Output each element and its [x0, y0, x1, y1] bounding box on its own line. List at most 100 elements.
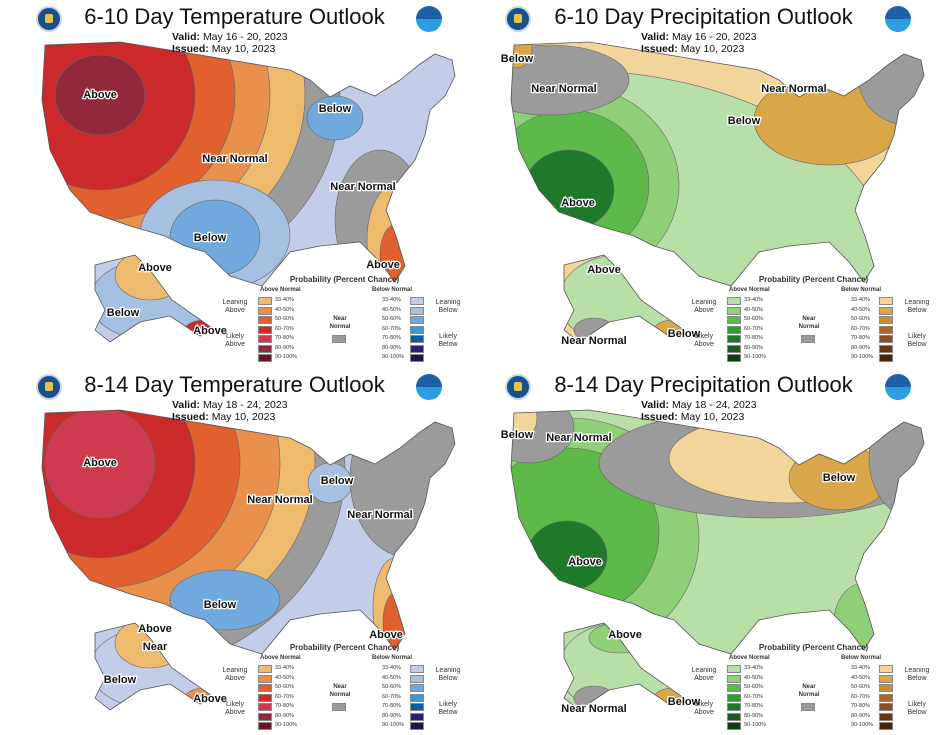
- legend-left-lean: Leaning Above: [222, 299, 248, 314]
- legend-range: 33-40%: [275, 665, 294, 671]
- legend-swatch: [727, 722, 741, 730]
- legend-swatch: [258, 325, 272, 334]
- valid-issued-dates: Valid: May 16 - 20, 2023 Issued: May 10,…: [172, 31, 288, 55]
- legend-range: 90-100%: [275, 354, 298, 360]
- legend-swatch: [258, 722, 272, 730]
- legend-swatch: [410, 325, 424, 334]
- region-label: Below: [501, 53, 534, 65]
- legend: Probability (Percent Chance) Above Norma…: [691, 275, 936, 367]
- legend-range: 70-80%: [744, 335, 763, 341]
- region-label: Below: [823, 472, 856, 484]
- legend-range: 33-40%: [744, 297, 763, 303]
- region-label: Above: [83, 457, 117, 469]
- legend-left-likely: Likely Above: [694, 701, 714, 716]
- noaa-logo: [416, 6, 442, 32]
- noaa-logo: [885, 6, 911, 32]
- legend-swatch: [879, 722, 893, 730]
- legend-range: 40-50%: [851, 674, 870, 681]
- issued-date: May 10, 2023: [211, 43, 276, 55]
- doc-seal-logo: [36, 374, 62, 400]
- region-label: Below: [501, 429, 534, 441]
- region-label: Near: [143, 641, 168, 653]
- valid-label: Valid:: [172, 31, 201, 43]
- legend-range: 33-40%: [382, 665, 401, 671]
- legend-swatch: [258, 665, 272, 673]
- legend-left-lean: Leaning Above: [222, 667, 248, 682]
- region-label: Above: [608, 629, 642, 641]
- legend-range: 70-80%: [275, 335, 294, 341]
- legend-range: 60-70%: [382, 325, 401, 332]
- legend-near-normal: Near Normal: [798, 316, 820, 330]
- region-label: Below: [204, 599, 237, 611]
- legend-range: 60-70%: [275, 325, 294, 332]
- legend-swatch: [879, 306, 893, 315]
- legend-swatch: [727, 297, 741, 305]
- region-label: Near Normal: [561, 335, 626, 347]
- legend-range: 40-50%: [275, 306, 294, 313]
- legend-range: 70-80%: [851, 703, 870, 709]
- legend: Probability (Percent Chance) Above Norma…: [222, 275, 467, 367]
- region-label: Below: [194, 232, 227, 244]
- probability-contour: [169, 569, 281, 631]
- legend-range: 90-100%: [851, 354, 874, 360]
- legend-range: 50-60%: [275, 684, 294, 690]
- legend: Probability (Percent Chance) Above Norma…: [222, 643, 467, 735]
- region-label: Near Normal: [561, 703, 626, 715]
- legend-range: 90-100%: [744, 354, 767, 360]
- region-label: Above: [366, 259, 400, 271]
- legend-range: 50-60%: [744, 684, 763, 690]
- valid-issued-dates: Valid: May 18 - 24, 2023 Issued: May 10,…: [641, 399, 757, 423]
- legend-range: 70-80%: [382, 703, 401, 709]
- legend-swatch: [879, 684, 893, 692]
- legend-range: 60-70%: [382, 693, 401, 700]
- legend-left-header: Above Normal: [729, 655, 770, 661]
- legend-right-header: Below Normal: [372, 287, 413, 293]
- valid-dates: May 16 - 20, 2023: [671, 31, 757, 43]
- region-label: Above: [568, 556, 602, 568]
- region-label: Near Normal: [531, 83, 596, 95]
- legend-swatch: [727, 674, 741, 683]
- legend: Probability (Percent Chance) Above Norma…: [691, 643, 936, 735]
- legend-swatch: [410, 722, 424, 730]
- region-label: Below: [321, 475, 354, 487]
- outlook-map: Above Near Normal Below Near Normal Below Abo…: [41, 41, 456, 343]
- legend-left-header: Above Normal: [260, 655, 301, 661]
- legend-range: 40-50%: [744, 674, 763, 681]
- legend-left-lean: Leaning Above: [691, 667, 717, 682]
- legend-swatch: [727, 703, 741, 711]
- valid-dates: May 16 - 20, 2023: [202, 31, 288, 43]
- outlook-map: Above Near Normal Below Near Normal Below Abo…: [41, 409, 456, 711]
- region-label: Above: [369, 629, 403, 641]
- legend-title: Probability (Percent Chance): [289, 643, 400, 652]
- outlook-panel: Above Near Normal Below Near Normal Below Abo…: [0, 0, 469, 367]
- legend-swatch: [258, 297, 272, 305]
- region-label: Above: [193, 325, 227, 337]
- legend-range: 50-60%: [851, 316, 870, 322]
- legend-range: 90-100%: [744, 722, 767, 728]
- legend-right-header: Below Normal: [841, 655, 882, 661]
- region-label: Near Normal: [330, 181, 395, 193]
- legend-title: Probability (Percent Chance): [758, 643, 869, 652]
- legend-swatch: [258, 335, 272, 343]
- legend-swatch: [410, 665, 424, 673]
- legend-swatch: [727, 665, 741, 673]
- legend-range: 33-40%: [275, 297, 294, 303]
- issued-date: May 10, 2023: [211, 411, 276, 423]
- legend-range: 60-70%: [744, 325, 763, 332]
- legend-swatch: [410, 306, 424, 315]
- legend-range: 80-90%: [275, 344, 294, 351]
- legend-swatch: [879, 344, 893, 353]
- near-normal-swatch: [332, 703, 346, 711]
- legend-range: 80-90%: [851, 344, 870, 351]
- legend-swatch: [410, 693, 424, 702]
- probability-contour: [511, 410, 538, 441]
- legend-swatch: [258, 684, 272, 692]
- legend-swatch: [410, 684, 424, 692]
- region-label: Above: [561, 197, 595, 209]
- region-label: Near Normal: [247, 494, 312, 506]
- legend-right-likely: Likely Below: [438, 701, 458, 716]
- legend-range: 50-60%: [275, 316, 294, 322]
- legend-range: 33-40%: [382, 297, 401, 303]
- legend-swatch: [410, 344, 424, 353]
